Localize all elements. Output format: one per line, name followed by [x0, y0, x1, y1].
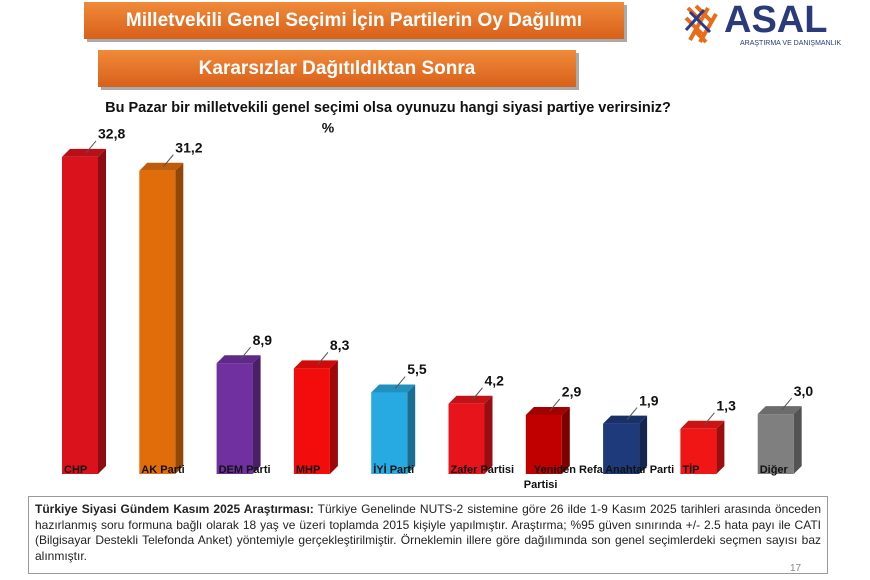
x-tick-label: CHP — [64, 464, 87, 476]
value-label: 32,8 — [98, 126, 125, 142]
bar — [525, 414, 562, 474]
bar-side — [484, 395, 493, 474]
footnote-lead: Türkiye Siyasi Gündem Kasım 2025 Araştır… — [35, 502, 314, 516]
leader-line — [162, 154, 174, 168]
bar-top — [757, 406, 802, 415]
bar-side — [98, 148, 106, 474]
value-label: 8,9 — [253, 332, 273, 348]
question: Bu Pazar bir milletvekili genel seçimi o… — [105, 100, 671, 116]
leader-line — [704, 412, 715, 426]
bar-top — [62, 148, 106, 157]
footnote: Türkiye Siyasi Gündem Kasım 2025 Araştır… — [28, 496, 828, 574]
x-tick-label: Diğer — [760, 464, 789, 476]
value-label: 4,2 — [485, 372, 505, 388]
bar-side — [252, 355, 261, 474]
bar-top — [139, 162, 184, 171]
chart-subtitle: Kararsızlar Dağıtıldıktan Sonra — [199, 58, 476, 79]
x-tick-label: Zafer Partisi — [451, 464, 515, 476]
chart-title: Milletvekili Genel Seçimi İçin Partileri… — [126, 10, 582, 31]
bar-side — [175, 162, 184, 474]
bar-side — [329, 360, 338, 474]
x-tick-label: MHP — [296, 464, 320, 476]
bar — [216, 363, 253, 474]
subtitle-banner — [98, 50, 576, 87]
footnote-text: Türkiye Genelinde NUTS-2 sistemine göre … — [35, 502, 821, 563]
bar — [139, 170, 176, 474]
bar-side — [639, 415, 648, 474]
bar-top — [603, 415, 648, 424]
logo-tagline: ARAŞTIRMA VE DANIŞMANLIK — [740, 40, 841, 47]
x-tick-label: DEM Parti — [219, 464, 271, 476]
leader-line — [317, 352, 329, 365]
value-label: 8,3 — [330, 337, 350, 353]
value-label: 1,3 — [716, 397, 736, 413]
leader-line — [85, 140, 97, 154]
value-label: 3,0 — [794, 383, 814, 399]
value-label: 2,9 — [562, 384, 582, 400]
logo-icon — [684, 4, 718, 44]
bar-top — [448, 395, 493, 404]
leader-line — [626, 407, 638, 420]
x-tick-label: AK Parti — [141, 464, 184, 476]
bar-top — [525, 406, 570, 415]
leader-line — [472, 387, 483, 401]
leader-line — [240, 346, 251, 360]
logo-name: ASAL — [724, 0, 827, 41]
x-tick-label: Anahtar Parti — [605, 464, 674, 476]
title-banner — [84, 2, 624, 39]
bar — [680, 428, 717, 474]
bar-side — [716, 420, 725, 474]
leader-line — [394, 376, 406, 389]
bar-top — [371, 384, 416, 393]
x-tick-label: TİP — [682, 463, 699, 476]
bar-side — [793, 406, 802, 474]
bar-side — [561, 406, 570, 474]
page-number: 17 — [790, 563, 802, 574]
bar — [371, 392, 408, 474]
x-tick-label: Yeniden Refah Partisi — [524, 464, 610, 491]
leader-line — [781, 397, 793, 411]
bar-top — [680, 420, 725, 429]
bar — [293, 368, 330, 474]
bar — [62, 156, 98, 474]
bar — [448, 403, 485, 474]
bar-top — [293, 360, 338, 369]
value-label: 1,9 — [639, 392, 659, 408]
x-tick-label: İYİ Parti — [373, 463, 414, 476]
bar-top — [216, 355, 261, 364]
bar-side — [407, 384, 416, 474]
leader-line — [549, 398, 561, 412]
bar — [603, 423, 640, 474]
value-label: 5,5 — [407, 361, 427, 377]
bar — [757, 414, 794, 474]
value-label: 31,2 — [175, 139, 202, 155]
unit-label: % — [322, 120, 335, 136]
